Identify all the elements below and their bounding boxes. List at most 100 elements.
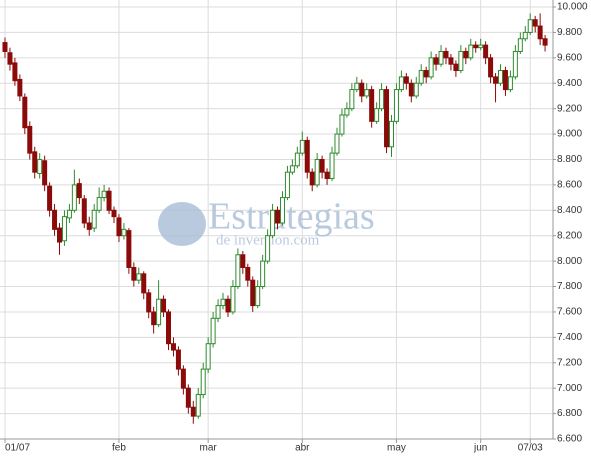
- candle-body: [141, 273, 147, 294]
- candle-body: [96, 197, 102, 211]
- candle-body: [374, 108, 380, 122]
- candle-body: [443, 50, 449, 59]
- candle-body: [220, 298, 226, 307]
- candle-body: [101, 190, 107, 199]
- candle-body: [413, 82, 419, 97]
- y-tick-label: 8.800: [557, 154, 582, 165]
- candle-body: [542, 38, 548, 46]
- candle-body: [354, 82, 360, 91]
- candle-body: [47, 185, 53, 211]
- candle-body: [388, 120, 394, 148]
- candle-body: [146, 292, 152, 313]
- candles: [2, 13, 548, 424]
- x-tick-label: jun: [473, 443, 487, 454]
- y-tick-label: 7.600: [557, 307, 582, 318]
- candle-body: [408, 82, 414, 97]
- candle-body: [349, 89, 355, 110]
- candle-body: [131, 266, 137, 281]
- y-tick-label: 7.200: [557, 357, 582, 368]
- candle-body: [423, 70, 429, 78]
- candle-body: [111, 209, 117, 218]
- y-tick-label: 9.600: [557, 52, 582, 63]
- candle-body: [185, 387, 191, 408]
- candle-body: [136, 273, 142, 281]
- y-tick-label: 6.600: [557, 434, 582, 445]
- candle-body: [151, 311, 157, 326]
- candle-body: [483, 44, 489, 59]
- y-tick-label: 6.800: [557, 408, 582, 419]
- candle-body: [339, 114, 345, 135]
- candle-body: [195, 394, 201, 417]
- candle-body: [230, 286, 236, 313]
- candle-body: [166, 311, 172, 345]
- candle-body: [61, 216, 67, 242]
- candle-body: [453, 63, 459, 72]
- candle-body: [473, 44, 479, 49]
- y-tick-label: 8.600: [557, 180, 582, 191]
- candle-body: [458, 50, 464, 72]
- candle-body: [393, 89, 399, 122]
- candle-body: [512, 50, 518, 78]
- candle-body: [210, 317, 216, 345]
- x-tick-label: 01/07: [5, 443, 30, 454]
- candle-body: [359, 82, 365, 97]
- candle-body: [279, 197, 285, 224]
- candle-body: [448, 57, 454, 65]
- candle-body: [398, 76, 404, 91]
- candle-body: [121, 228, 127, 237]
- candle-body: [250, 279, 256, 307]
- candle-body: [344, 108, 350, 116]
- candle-body: [161, 298, 167, 313]
- candle-body: [493, 76, 499, 84]
- candle-body: [527, 19, 533, 33]
- x-tick-label: 07/03: [518, 443, 543, 454]
- candle-body: [314, 158, 320, 186]
- candle-body: [418, 70, 424, 84]
- candle-body: [270, 209, 276, 237]
- candle-body: [260, 260, 266, 288]
- candle-body: [522, 31, 528, 40]
- candle-body: [403, 76, 409, 84]
- y-tick-label: 9.000: [557, 129, 582, 140]
- candle-body: [289, 165, 295, 173]
- candle-body: [81, 198, 87, 224]
- candle-body: [294, 152, 300, 167]
- candle-body: [245, 266, 251, 281]
- watermark-logo: [158, 202, 206, 246]
- candle-body: [507, 76, 513, 91]
- y-tick-label: 9.800: [557, 27, 582, 38]
- y-tick-label: 10.000: [557, 2, 588, 13]
- candle-body: [299, 139, 305, 154]
- candle-body: [175, 349, 181, 370]
- candle-body: [205, 343, 211, 370]
- candle-body: [156, 298, 162, 326]
- candle-body: [42, 160, 48, 186]
- candle-body: [379, 89, 385, 110]
- candle-body: [22, 96, 28, 129]
- candle-body: [478, 44, 484, 49]
- x-tick-label: feb: [112, 443, 126, 454]
- candle-body: [532, 19, 538, 27]
- candle-body: [334, 133, 340, 154]
- y-tick-label: 9.400: [557, 78, 582, 89]
- candle-body: [116, 217, 122, 237]
- candle-body: [240, 254, 246, 268]
- x-tick-label: abr: [295, 443, 310, 454]
- candle-body: [17, 78, 23, 97]
- candle-body: [2, 42, 8, 52]
- candle-body: [265, 235, 271, 262]
- candle-body: [517, 38, 523, 52]
- y-tick-label: 8.000: [557, 256, 582, 267]
- candle-body: [438, 50, 444, 65]
- candle-body: [468, 44, 474, 59]
- candle-body: [319, 158, 325, 173]
- candle-body: [364, 89, 370, 97]
- candle-body: [537, 25, 543, 40]
- candle-body: [433, 57, 439, 65]
- candle-body: [275, 209, 281, 224]
- candle-body: [497, 70, 503, 84]
- candle-body: [463, 50, 469, 59]
- candle-body: [284, 171, 290, 199]
- candle-body: [126, 230, 132, 268]
